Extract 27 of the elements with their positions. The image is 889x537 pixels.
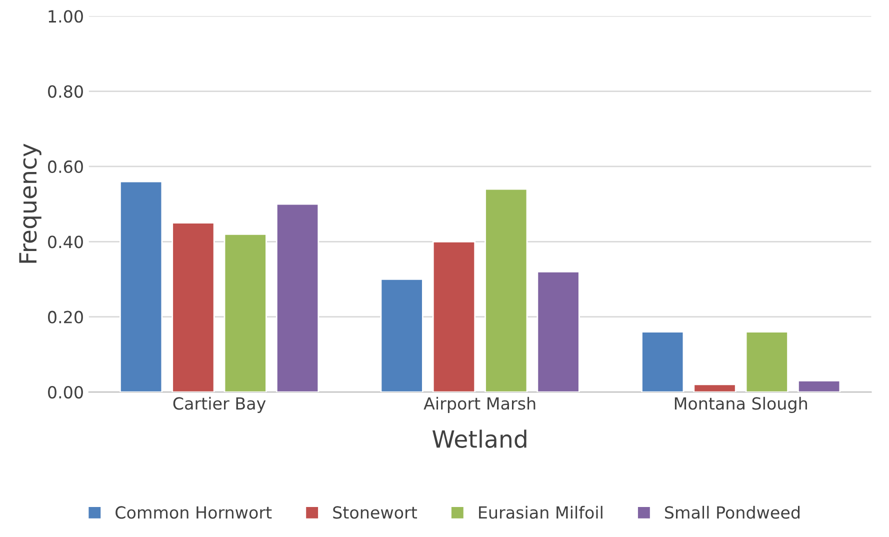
x-tick-label: Airport Marsh <box>424 396 536 413</box>
bar <box>484 188 528 392</box>
bar <box>432 240 476 392</box>
y-tick-label: 1.00 <box>48 10 83 23</box>
bar <box>224 233 267 392</box>
x-tick-label: Montana Slough <box>674 396 807 413</box>
legend-label: Stonewort <box>333 506 418 519</box>
bar <box>745 331 788 392</box>
y-axis-title: Frequency <box>19 144 42 263</box>
bar <box>798 380 841 392</box>
legend-label: Common Hornwort <box>116 506 272 519</box>
y-tick-label: 0.80 <box>48 85 83 98</box>
y-tick-label: 0.60 <box>48 160 83 174</box>
bar <box>641 331 684 392</box>
x-tick-label: Cartier Bay <box>173 396 266 413</box>
bar <box>276 203 320 392</box>
bar <box>536 271 580 392</box>
bar <box>120 180 163 392</box>
y-tick-label: 0.00 <box>48 386 83 399</box>
x-axis-title: Wetland <box>432 430 526 448</box>
bar <box>380 278 424 392</box>
bar <box>693 384 736 392</box>
legend-label: Small Pondweed <box>665 506 800 519</box>
bar <box>172 222 215 392</box>
y-tick-label: 0.20 <box>48 310 83 324</box>
legend-label: Eurasian Milfoil <box>479 506 602 519</box>
y-tick-label: 0.40 <box>48 236 83 248</box>
